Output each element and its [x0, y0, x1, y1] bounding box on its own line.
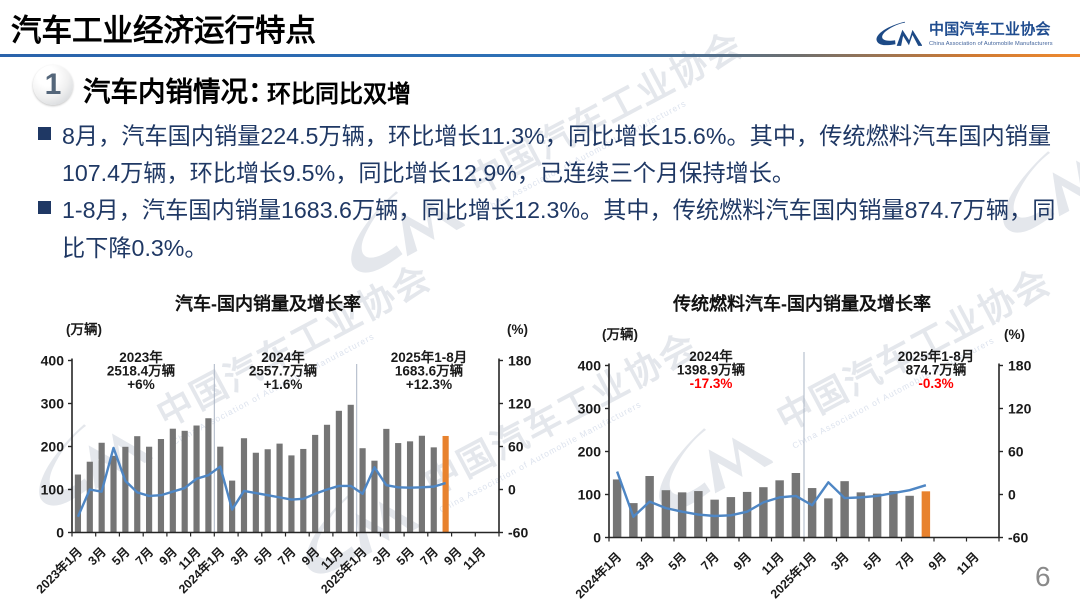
svg-text:400: 400 — [578, 358, 602, 374]
svg-text:3月: 3月 — [228, 545, 251, 568]
svg-text:100: 100 — [41, 482, 65, 498]
svg-text:60: 60 — [508, 439, 524, 455]
svg-text:120: 120 — [1008, 401, 1032, 417]
svg-text:2024年: 2024年 — [689, 348, 733, 364]
svg-text:2023年: 2023年 — [119, 349, 163, 365]
svg-text:-60: -60 — [508, 525, 528, 541]
svg-text:7月: 7月 — [698, 550, 721, 573]
svg-text:5月: 5月 — [861, 550, 884, 573]
svg-text:0: 0 — [1008, 487, 1016, 503]
svg-text:180: 180 — [508, 353, 532, 369]
svg-text:7月: 7月 — [275, 545, 298, 568]
svg-text:3月: 3月 — [85, 545, 108, 568]
svg-text:200: 200 — [41, 439, 65, 455]
svg-text:汽车-国内销量及增长率: 汽车-国内销量及增长率 — [175, 293, 361, 314]
svg-text:9月: 9月 — [156, 545, 179, 568]
svg-text:3月: 3月 — [633, 550, 656, 573]
svg-text:11月: 11月 — [461, 545, 489, 573]
svg-text:5月: 5月 — [666, 550, 689, 573]
svg-text:-0.3%: -0.3% — [918, 376, 953, 391]
svg-text:400: 400 — [41, 353, 65, 369]
svg-text:60: 60 — [1008, 444, 1024, 460]
svg-text:7月: 7月 — [133, 545, 156, 568]
svg-text:1683.6万辆: 1683.6万辆 — [395, 363, 464, 379]
svg-text:11月: 11月 — [759, 550, 787, 578]
svg-text:874.7万辆: 874.7万辆 — [906, 362, 967, 378]
svg-text:+12.3%: +12.3% — [406, 377, 452, 392]
svg-text:1398.9万辆: 1398.9万辆 — [677, 362, 746, 378]
svg-text:9月: 9月 — [441, 545, 464, 568]
svg-text:7月: 7月 — [893, 550, 916, 573]
svg-text:2518.4万辆: 2518.4万辆 — [107, 363, 176, 379]
svg-text:200: 200 — [578, 444, 602, 460]
svg-text:2024年: 2024年 — [261, 349, 305, 365]
svg-text:+1.6%: +1.6% — [264, 377, 303, 392]
svg-text:7月: 7月 — [417, 545, 440, 568]
svg-text:11月: 11月 — [954, 550, 982, 578]
svg-text:传统燃料汽车-国内销量及增长率: 传统燃料汽车-国内销量及增长率 — [672, 293, 931, 314]
svg-text:2025年1-8月: 2025年1-8月 — [391, 349, 468, 365]
svg-text:2557.7万辆: 2557.7万辆 — [249, 363, 318, 379]
svg-text:0: 0 — [56, 525, 64, 541]
svg-text:120: 120 — [508, 396, 532, 412]
svg-text:3月: 3月 — [828, 550, 851, 573]
svg-text:(万辆): (万辆) — [66, 321, 102, 337]
svg-text:-17.3%: -17.3% — [690, 376, 733, 391]
svg-text:(万辆): (万辆) — [602, 326, 638, 342]
svg-text:9月: 9月 — [299, 545, 322, 568]
svg-text:2023年1月: 2023年1月 — [33, 544, 85, 596]
svg-text:9月: 9月 — [731, 550, 754, 573]
svg-text:2025年1-8月: 2025年1-8月 — [898, 348, 975, 364]
svg-text:9月: 9月 — [926, 550, 949, 573]
svg-text:2024年1月: 2024年1月 — [572, 549, 624, 601]
svg-text:180: 180 — [1008, 358, 1032, 374]
svg-text:100: 100 — [578, 487, 602, 503]
svg-text:3月: 3月 — [370, 545, 393, 568]
svg-text:0: 0 — [593, 530, 601, 546]
svg-text:(%): (%) — [507, 322, 528, 337]
svg-text:5月: 5月 — [394, 545, 417, 568]
svg-text:5月: 5月 — [109, 545, 132, 568]
svg-text:-60: -60 — [1008, 530, 1028, 546]
svg-text:300: 300 — [578, 401, 602, 417]
svg-text:+6%: +6% — [127, 377, 154, 392]
svg-text:300: 300 — [41, 396, 65, 412]
svg-text:0: 0 — [508, 482, 516, 498]
svg-text:5月: 5月 — [251, 545, 274, 568]
svg-text:(%): (%) — [1004, 327, 1025, 342]
